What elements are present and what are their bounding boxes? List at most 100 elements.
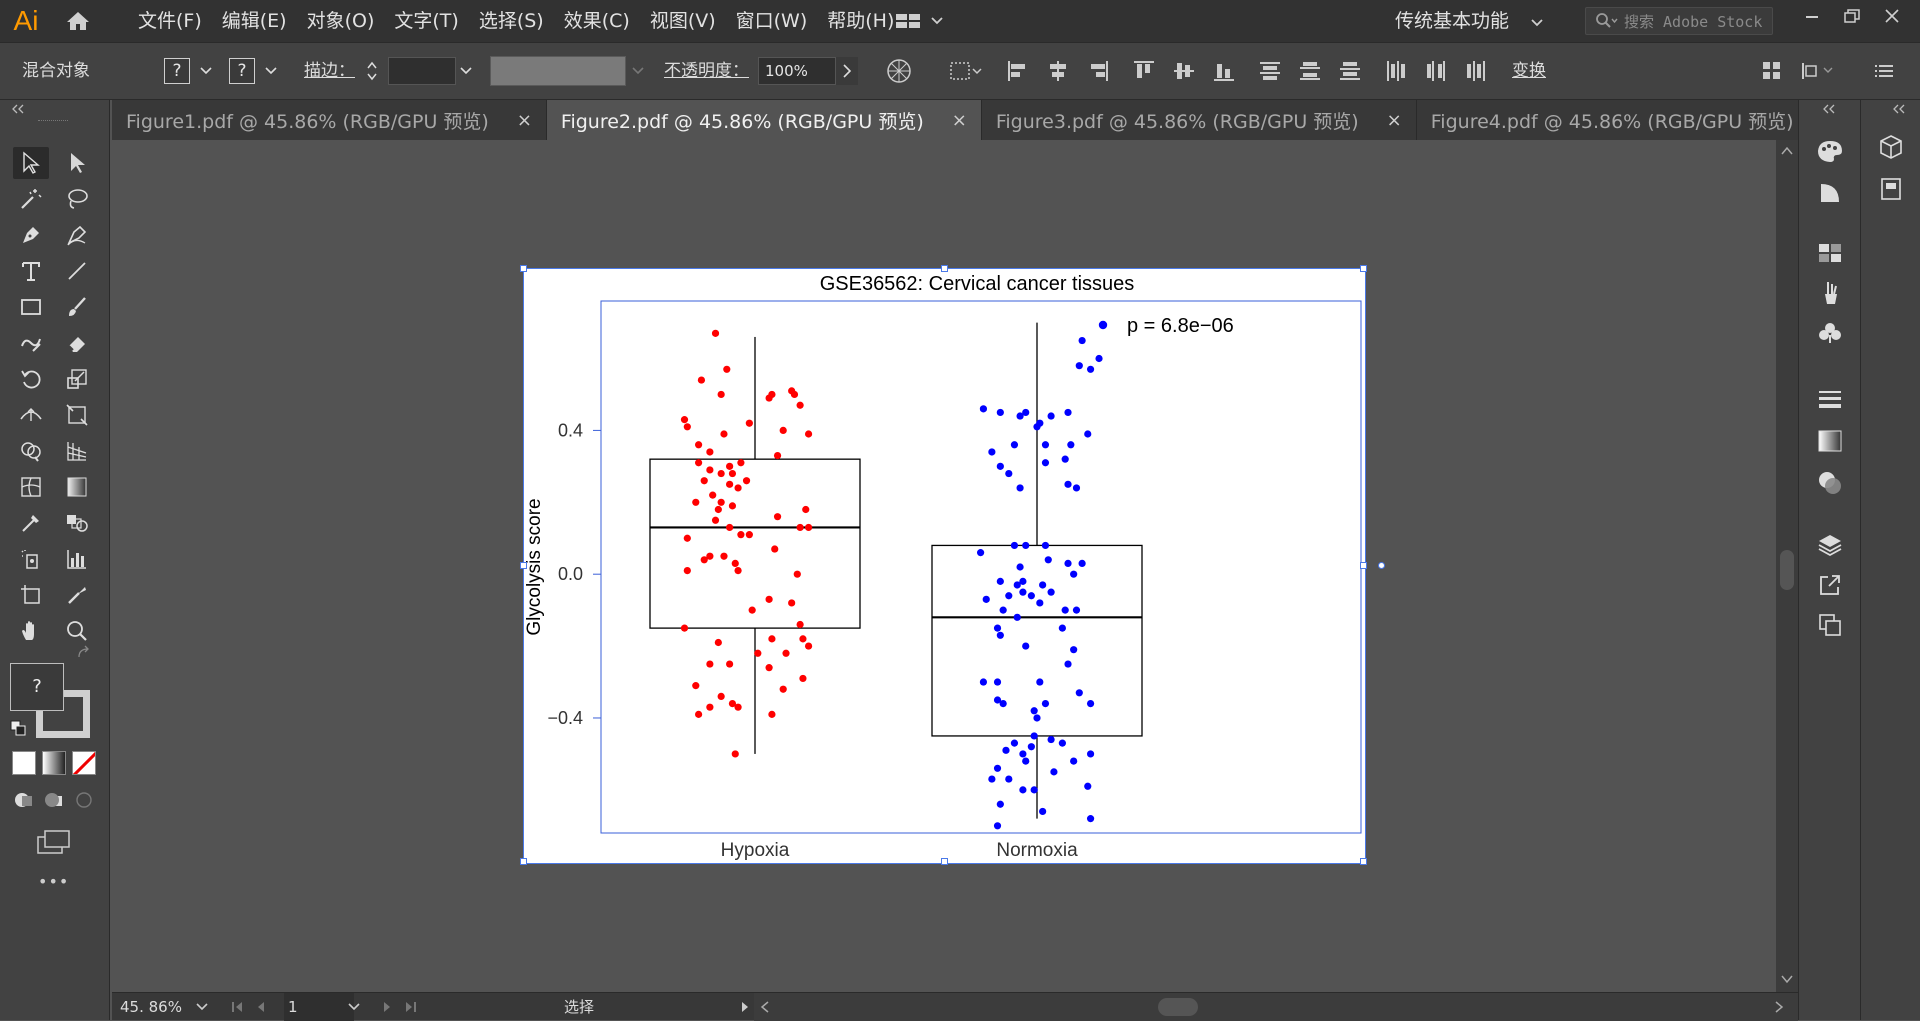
symbol-sprayer-tool[interactable] (13, 543, 49, 575)
menu-file[interactable]: 文件(F) (138, 10, 202, 32)
direct-selection-tool[interactable] (59, 147, 95, 179)
tab-figure4[interactable]: Figure4.pdf @ 45.86% (RGB/GPU 预览)× (1417, 100, 1852, 140)
scale-tool[interactable] (59, 363, 95, 395)
opacity-input[interactable]: 100% (758, 57, 836, 85)
stroke-swatch[interactable]: ? (229, 58, 255, 84)
line-segment-tool[interactable] (59, 255, 95, 287)
hand-tool[interactable] (13, 615, 49, 647)
color-mode-button[interactable] (12, 751, 36, 775)
tab-figure3[interactable]: Figure3.pdf @ 45.86% (RGB/GPU 预览) × (982, 100, 1417, 140)
restore-button[interactable] (1832, 0, 1872, 32)
menu-effect[interactable]: 效果(C) (563, 10, 630, 32)
stroke-label[interactable]: 描边： (304, 61, 355, 81)
artboard-number[interactable]: 1 (284, 993, 354, 1021)
panel-menu-icon[interactable] (1870, 57, 1898, 85)
menu-help[interactable]: 帮助(H) (827, 10, 895, 32)
blend-tool[interactable] (59, 507, 95, 539)
artboard[interactable]: GSE36562: Cervical cancer tissues 0.4 0.0… (523, 268, 1366, 864)
width-tool[interactable] (13, 399, 49, 431)
fill-swatch[interactable]: ? (164, 58, 190, 84)
brush-dropdown[interactable] (628, 58, 648, 84)
type-tool[interactable] (13, 255, 49, 287)
isolate-icon[interactable] (1798, 57, 1838, 85)
column-graph-tool[interactable] (59, 543, 95, 575)
tab-close-button[interactable]: × (951, 109, 967, 131)
fill-dropdown[interactable] (196, 58, 216, 84)
properties-icon[interactable] (1874, 172, 1908, 206)
shape-builder-tool[interactable] (13, 435, 49, 467)
free-transform-tool[interactable] (59, 399, 95, 431)
magic-wand-tool[interactable] (13, 183, 49, 215)
align-horizontal-center-icon[interactable] (1044, 57, 1072, 85)
curvature-tool[interactable] (59, 219, 95, 251)
brushes-icon[interactable] (1813, 276, 1847, 310)
align-vertical-center-icon[interactable] (1170, 57, 1198, 85)
eraser-tool[interactable] (59, 327, 95, 359)
gradient-tool[interactable] (59, 471, 95, 503)
color-guide-icon[interactable] (1813, 176, 1847, 210)
arrange-documents-button[interactable] (895, 0, 943, 42)
lasso-tool[interactable] (59, 183, 95, 215)
mesh-tool[interactable] (13, 471, 49, 503)
distribute-right-icon[interactable] (1462, 57, 1490, 85)
vertical-scrollbar[interactable] (1776, 140, 1798, 992)
panel-grip[interactable] (38, 120, 68, 122)
align-right-icon[interactable] (1084, 57, 1112, 85)
zoom-tool[interactable] (59, 615, 95, 647)
tab-close-button[interactable]: × (1386, 109, 1402, 131)
shaper-tool[interactable] (13, 327, 49, 359)
rectangle-tool[interactable] (13, 291, 49, 323)
menu-view[interactable]: 视图(V) (649, 10, 716, 32)
eyedropper-tool[interactable] (13, 507, 49, 539)
workspace-switcher[interactable]: 传统基本功能 (1395, 0, 1543, 42)
scroll-thumb[interactable] (1780, 550, 1794, 590)
artboards-panel-icon[interactable] (1813, 608, 1847, 642)
selection-tool[interactable] (13, 147, 49, 179)
paintbrush-tool[interactable] (59, 291, 95, 323)
swatches-icon[interactable] (1813, 236, 1847, 270)
home-icon[interactable] (52, 0, 104, 42)
align-top-icon[interactable] (1130, 57, 1158, 85)
align-left-icon[interactable] (1004, 57, 1032, 85)
close-window-button[interactable] (1872, 0, 1912, 32)
tab-close-button[interactable]: × (516, 109, 532, 131)
rotate-tool[interactable] (13, 363, 49, 395)
stock-search-input[interactable]: 搜索 Adobe Stock (1585, 7, 1773, 35)
transparency-icon[interactable] (1813, 466, 1847, 500)
slice-tool[interactable] (59, 579, 95, 611)
distribute-vertical-center-icon[interactable] (1296, 57, 1324, 85)
stroke-panel-icon[interactable] (1813, 382, 1847, 416)
tab-figure1[interactable]: Figure1.pdf @ 45.86% (RGB/GPU 预览) × (112, 100, 547, 140)
menu-object[interactable]: 对象(O) (306, 10, 375, 32)
perspective-grid-tool[interactable] (59, 435, 95, 467)
screen-mode-button[interactable] (36, 828, 72, 860)
brush-definition-field[interactable] (490, 56, 626, 86)
zoom-level[interactable]: 45. 86% (120, 998, 182, 1016)
menu-select[interactable]: 选择(S) (478, 10, 544, 32)
transform-label[interactable]: 变换 (1512, 61, 1546, 81)
distribute-horizontal-center-icon[interactable] (1422, 57, 1450, 85)
minimize-button[interactable] (1792, 0, 1832, 32)
stroke-weight-dropdown[interactable] (456, 58, 476, 84)
distribute-bottom-icon[interactable] (1336, 57, 1364, 85)
asset-export-icon[interactable] (1813, 568, 1847, 602)
pen-tool[interactable] (13, 219, 49, 251)
distribute-left-icon[interactable] (1382, 57, 1410, 85)
artboard-tool[interactable] (13, 579, 49, 611)
opacity-expand-button[interactable] (836, 57, 858, 85)
libraries-icon[interactable] (1874, 130, 1908, 164)
stroke-weight-stepper[interactable] (362, 57, 382, 85)
menu-window[interactable]: 窗口(W) (735, 10, 808, 32)
scroll-thumb[interactable] (1158, 998, 1198, 1016)
align-bottom-icon[interactable] (1210, 57, 1238, 85)
fill-color-swatch[interactable]: ? (10, 663, 64, 711)
menu-edit[interactable]: 编辑(E) (221, 10, 287, 32)
edit-toolbar-button[interactable]: ••• (38, 872, 70, 891)
tab-figure2[interactable]: Figure2.pdf @ 45.86% (RGB/GPU 预览) × (546, 100, 982, 140)
opacity-label[interactable]: 不透明度： (664, 61, 749, 81)
color-palette-icon[interactable] (1813, 134, 1847, 168)
gradient-mode-button[interactable] (42, 751, 66, 775)
symbols-icon[interactable] (1813, 316, 1847, 350)
distribute-top-icon[interactable] (1256, 57, 1284, 85)
stroke-swatch-dropdown[interactable] (261, 58, 281, 84)
